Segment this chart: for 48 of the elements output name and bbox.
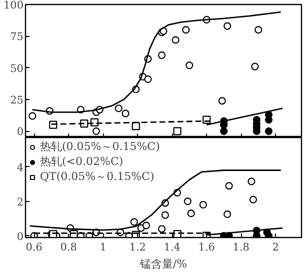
y-tick-label: 0 bbox=[16, 126, 24, 138]
point bbox=[114, 104, 122, 112]
legend-label: QT(0.05%～0.15%C) bbox=[40, 169, 154, 184]
point bbox=[187, 210, 195, 218]
point bbox=[144, 75, 152, 84]
y-tick-label: 75 bbox=[10, 31, 24, 44]
x-tick-label: 1.4 bbox=[164, 242, 181, 254]
x-tick-label: 1.8 bbox=[232, 242, 250, 254]
point bbox=[92, 127, 100, 135]
point bbox=[172, 36, 180, 44]
x-tick-label: 0.6 bbox=[26, 242, 43, 254]
point bbox=[158, 225, 166, 233]
point bbox=[182, 26, 190, 34]
point bbox=[186, 62, 194, 70]
point bbox=[254, 26, 262, 34]
x-tick-label: 1.2 bbox=[129, 242, 146, 254]
y-tick-label: 4 bbox=[16, 162, 24, 174]
y-tick-label: 50 bbox=[10, 62, 24, 75]
point bbox=[158, 51, 166, 59]
legend-label: 热轧(<0.02%C) bbox=[40, 154, 124, 169]
y-tick-label: 25 bbox=[10, 94, 24, 106]
y-tick-label: 100 bbox=[3, 0, 24, 12]
x-tick-label: 2 bbox=[272, 242, 279, 254]
point bbox=[220, 127, 228, 135]
point bbox=[28, 112, 36, 120]
point bbox=[264, 232, 273, 238]
point bbox=[224, 22, 232, 30]
point bbox=[251, 62, 259, 70]
point bbox=[249, 196, 257, 204]
x-axis-title: 锰含量/% bbox=[138, 258, 188, 270]
point bbox=[130, 218, 138, 226]
point bbox=[248, 178, 256, 186]
point bbox=[225, 182, 233, 190]
x-tick-label: 1.6 bbox=[198, 242, 216, 254]
point bbox=[161, 211, 170, 219]
point bbox=[264, 127, 273, 135]
point bbox=[224, 210, 232, 218]
y-tick-label: 0 bbox=[16, 230, 24, 243]
point bbox=[218, 96, 226, 105]
point bbox=[173, 127, 182, 136]
y-tick-label: 2 bbox=[16, 196, 24, 208]
x-tick-label: 0.8 bbox=[60, 242, 77, 254]
point bbox=[122, 110, 130, 118]
x-tick-label: 1 bbox=[100, 242, 106, 254]
legend-label: 热轧(0.05%～0.15%C) bbox=[40, 139, 160, 154]
point bbox=[142, 222, 150, 230]
point bbox=[184, 198, 192, 206]
point bbox=[199, 200, 207, 209]
